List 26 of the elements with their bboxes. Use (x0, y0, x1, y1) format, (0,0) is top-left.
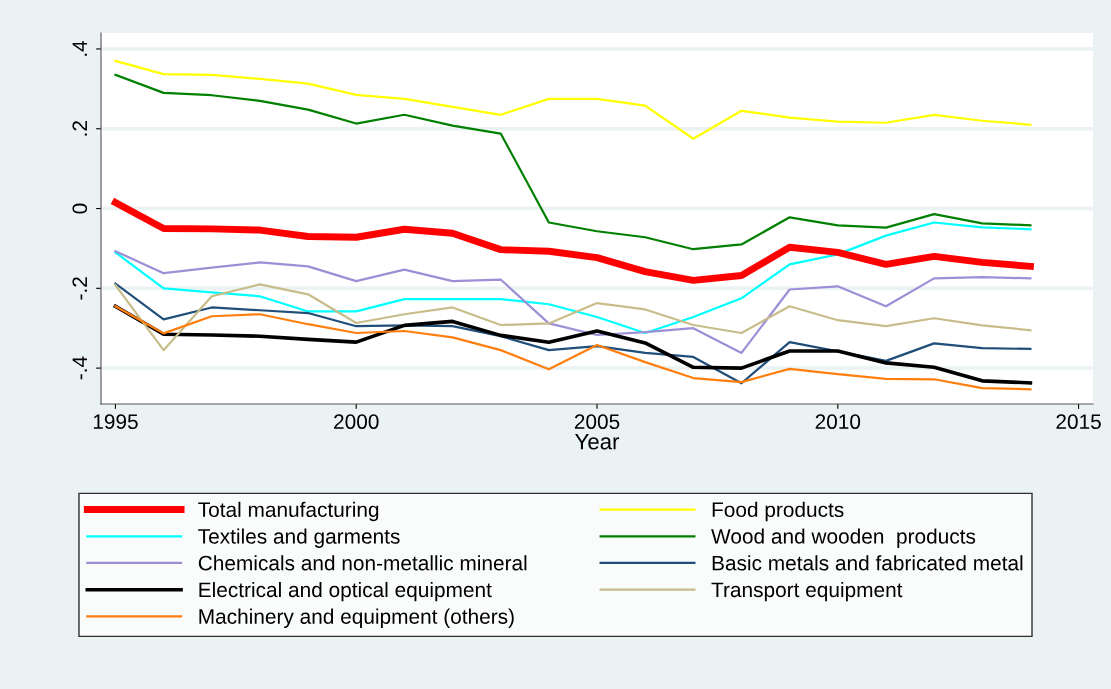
y-tick-label: .2 (72, 121, 87, 136)
y-tick-label: -.2 (72, 277, 87, 300)
legend-label: Basic metals and fabricated metal (712, 555, 1023, 571)
legend-label: Transport equipment (711, 581, 903, 602)
y-tick-label: -.4 (72, 356, 87, 380)
x-tick-label: 2015 (1056, 414, 1101, 430)
x-tick-label: 2010 (815, 414, 861, 430)
legend-label: Electrical and optical equipment (199, 581, 492, 602)
line-series (114, 283, 1032, 352)
x-tick-label: 1995 (93, 414, 138, 430)
line-series (114, 221, 1032, 335)
legend-label: Wood and wooden products (711, 528, 976, 548)
legend-label: Chemicals and non-metallic mineral (198, 555, 527, 571)
x-tick-label: 2005 (574, 414, 620, 430)
legend-label: Food products (712, 501, 844, 522)
legend-label: Textiles and garments (198, 528, 400, 548)
legend-label: Total manufacturing (198, 501, 379, 522)
line-series (114, 73, 1032, 251)
line-series (114, 282, 1032, 385)
line-series (114, 250, 1032, 355)
x-tick-label: 2000 (334, 414, 379, 430)
y-tick-label: 0 (72, 203, 88, 214)
y-tick-label: .4 (72, 40, 87, 56)
legend-label: Machinery and equipment (others) (199, 608, 514, 629)
x-axis-title: Year (575, 433, 620, 450)
line-series (114, 59, 1032, 140)
